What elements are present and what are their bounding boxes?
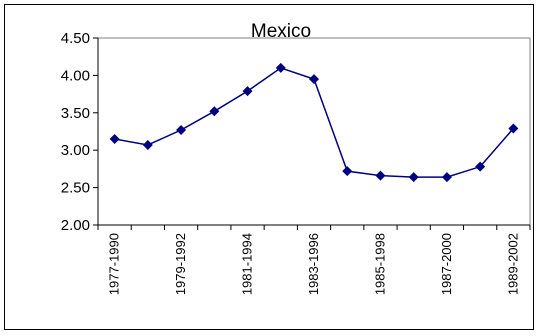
data-point-marker: [142, 139, 153, 150]
x-tick-label: 1989-2002: [505, 233, 520, 295]
data-point-marker: [508, 123, 519, 134]
y-tick-label: 2.50: [61, 180, 90, 197]
series-line: [114, 67, 514, 178]
x-tick-label: 1979-1992: [173, 233, 188, 295]
data-point-marker: [209, 106, 220, 117]
x-axis: 1977-1990 1979-1992 1981-1994 1983-1996 1985…: [97, 224, 531, 295]
data-point-marker: [109, 133, 120, 144]
y-tick-label: 2.00: [61, 217, 90, 234]
x-tick-label: 1983-1996: [306, 233, 321, 295]
data-point-marker: [275, 62, 286, 73]
data-point-marker: [408, 172, 419, 183]
data-point-marker: [342, 166, 353, 177]
y-tick-label: 3.00: [61, 142, 90, 159]
x-tick-label: 1985-1998: [372, 233, 387, 295]
data-point-marker: [441, 172, 452, 183]
y-axis: 2.00 2.50 3.00 3.50 4.00 4.50: [61, 30, 99, 234]
data-point-marker: [309, 74, 319, 85]
plot-area-border: [97, 37, 531, 226]
data-point-marker: [176, 125, 187, 136]
x-tick-label: 1977-1990: [107, 233, 122, 295]
data-point-marker: [375, 170, 386, 181]
data-point-marker: [475, 161, 486, 172]
x-tick-label: 1981-1994: [240, 233, 255, 295]
x-tick-label: 1987-2000: [439, 233, 454, 295]
y-tick-label: 4.50: [61, 30, 90, 47]
chart-title: Mexico: [251, 21, 311, 42]
chart-frame: [4, 4, 534, 330]
y-tick-label: 3.50: [61, 105, 90, 122]
y-tick-label: 4.00: [61, 67, 90, 84]
series-group: [109, 62, 519, 183]
data-point-marker: [242, 86, 253, 97]
